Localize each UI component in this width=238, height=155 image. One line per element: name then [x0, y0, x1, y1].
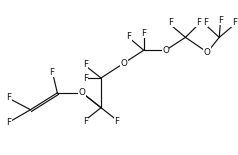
Text: O: O: [162, 46, 169, 55]
Text: F: F: [49, 68, 54, 77]
Text: F: F: [83, 117, 88, 126]
Text: F: F: [6, 93, 11, 102]
Text: F: F: [196, 18, 201, 27]
Text: O: O: [204, 48, 211, 57]
Text: F: F: [83, 75, 88, 84]
Text: F: F: [6, 118, 11, 127]
Text: F: F: [168, 18, 173, 27]
Text: F: F: [126, 32, 131, 41]
Text: F: F: [218, 16, 223, 25]
Text: O: O: [79, 88, 86, 97]
Text: F: F: [232, 18, 237, 27]
Text: F: F: [83, 60, 88, 69]
Text: F: F: [203, 18, 208, 27]
Text: F: F: [114, 117, 119, 126]
Text: F: F: [141, 29, 146, 38]
Text: O: O: [120, 59, 127, 68]
